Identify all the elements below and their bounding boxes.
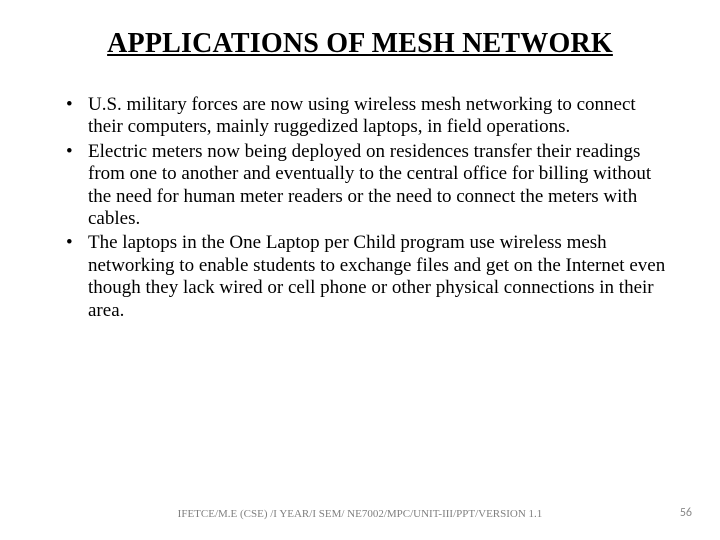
slide: APPLICATIONS OF MESH NETWORK U.S. milita…	[0, 0, 720, 540]
list-item: The laptops in the One Laptop per Child …	[66, 232, 672, 322]
list-item: Electric meters now being deployed on re…	[66, 141, 672, 231]
bullet-list: U.S. military forces are now using wirel…	[48, 94, 672, 322]
list-item: U.S. military forces are now using wirel…	[66, 94, 672, 139]
slide-title: APPLICATIONS OF MESH NETWORK	[48, 28, 672, 60]
page-number: 56	[680, 506, 692, 520]
footer-text: IFETCE/M.E (CSE) /I YEAR/I SEM/ NE7002/M…	[0, 508, 720, 520]
